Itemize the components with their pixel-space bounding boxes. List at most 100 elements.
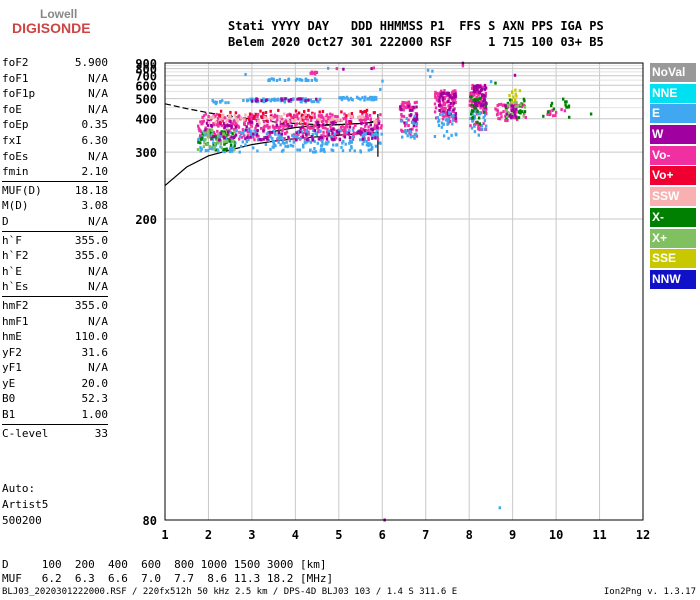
echo-point <box>362 118 365 122</box>
echo-point <box>399 105 402 109</box>
echo-point <box>349 96 353 100</box>
echo-point <box>234 121 238 125</box>
echo-point <box>312 129 315 133</box>
echo-point <box>515 107 518 111</box>
echo-point <box>302 145 305 149</box>
echo-point <box>334 120 337 124</box>
echo-point <box>252 135 255 139</box>
echo-point <box>281 121 285 125</box>
echo-point <box>211 147 214 151</box>
echo-point <box>295 138 298 142</box>
echo-point <box>297 133 300 136</box>
echo-point <box>213 132 216 136</box>
echo-point <box>433 135 437 138</box>
logo-digisonde: DIGISONDE <box>12 20 91 36</box>
echo-point <box>340 118 343 122</box>
echo-point <box>483 83 487 87</box>
echo-point <box>299 120 303 124</box>
echo-point <box>196 148 200 151</box>
y-tick-label: 700 <box>135 70 157 84</box>
echo-point <box>205 128 208 132</box>
param-value: 0.35 <box>81 118 109 132</box>
echo-point <box>562 97 565 101</box>
echo-point <box>296 130 300 134</box>
echo-point <box>307 132 310 136</box>
echo-point <box>253 129 256 133</box>
echo-point <box>314 120 318 124</box>
echo-point <box>314 150 318 154</box>
echo-point <box>269 135 272 139</box>
echo-point <box>245 125 248 129</box>
echo-point <box>236 115 240 119</box>
echo-point <box>307 108 310 112</box>
param-value: 355.0 <box>74 249 108 263</box>
echo-point <box>247 121 250 125</box>
echo-point <box>217 136 220 140</box>
station-header: Stati YYYY DAY DDD HHMMSS P1 FFS S AXN P… <box>228 18 604 50</box>
echo-point <box>348 141 351 145</box>
echo-point <box>364 95 367 99</box>
echo-point <box>474 106 477 110</box>
echo-point <box>207 132 210 136</box>
echo-point <box>258 121 261 125</box>
echo-point <box>518 89 522 93</box>
echo-point <box>290 115 293 119</box>
echo-point <box>281 141 285 145</box>
echo-point <box>250 117 253 121</box>
echo-point <box>470 126 474 130</box>
echo-point <box>344 142 347 146</box>
echo-point <box>254 127 257 130</box>
echo-point <box>335 67 338 71</box>
echo-point <box>548 113 552 117</box>
echo-point <box>332 137 336 141</box>
echo-point <box>303 128 306 131</box>
echo-point <box>514 110 518 114</box>
param-key: C-level <box>2 426 49 440</box>
param-key: h`F2 <box>2 249 29 263</box>
echo-point <box>292 119 295 122</box>
param-row: foEp 0.35 <box>2 117 108 133</box>
echo-point <box>261 116 264 120</box>
echo-point <box>214 120 217 124</box>
echo-point <box>363 138 366 141</box>
param-key: yF1 <box>2 361 22 375</box>
echo-point <box>468 103 471 107</box>
echo-point <box>279 125 282 129</box>
distance-muf-table: D 100 200 400 600 800 1000 1500 3000 [km… <box>2 558 333 586</box>
echo-point <box>373 95 376 99</box>
y-tick-label: 200 <box>135 213 157 227</box>
echo-point <box>263 135 266 139</box>
echo-point <box>478 122 482 126</box>
echo-point <box>551 114 555 118</box>
echo-point <box>315 97 318 101</box>
y-tick-label: 80 <box>143 514 157 528</box>
echo-point <box>300 97 303 101</box>
echo-point <box>481 93 484 97</box>
echo-point <box>220 130 223 134</box>
legend-item-e: E <box>650 104 696 124</box>
echo-point <box>442 122 445 126</box>
echo-point <box>359 109 362 113</box>
echo-point <box>502 110 505 113</box>
echo-point <box>367 136 370 140</box>
echo-point <box>475 91 479 95</box>
echo-point <box>309 119 313 122</box>
param-row: h`Es N/A <box>2 279 108 295</box>
echo-point <box>484 106 487 110</box>
echo-point <box>213 100 216 104</box>
echo-point <box>219 142 223 145</box>
echo-point <box>450 93 453 97</box>
echo-point <box>522 97 526 101</box>
echo-point <box>278 135 281 139</box>
echo-point <box>322 130 325 134</box>
echo-point <box>223 126 226 130</box>
echo-point <box>439 103 442 107</box>
echo-point <box>230 124 233 128</box>
echo-point <box>440 106 443 110</box>
param-value: N/A <box>88 149 108 163</box>
echo-point <box>320 134 323 138</box>
echo-point <box>307 98 310 102</box>
echo-point <box>265 137 269 141</box>
echo-point <box>359 120 363 124</box>
echo-point <box>204 137 207 141</box>
